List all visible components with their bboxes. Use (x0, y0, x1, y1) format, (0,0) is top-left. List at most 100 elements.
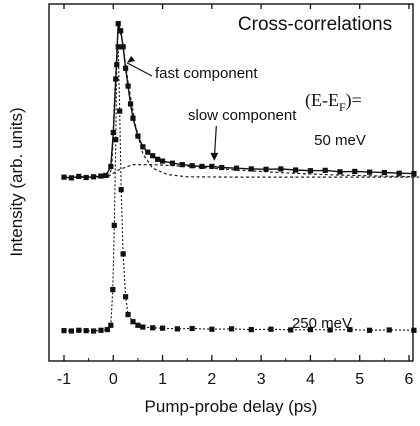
legend-heading: (E-EF)= (305, 90, 362, 114)
point-1-17 (125, 311, 131, 318)
point-1-7 (108, 322, 114, 328)
chart-title: Cross-correlations (238, 14, 392, 35)
point-0-34 (307, 168, 314, 174)
legend-heading-suffix: )= (346, 90, 362, 111)
point-1-2 (76, 327, 82, 333)
point-1-9 (111, 222, 117, 228)
legend-heading-main: (E-E (305, 90, 339, 111)
series-label-50mev: 50 meV (314, 132, 366, 149)
slow-component-arrowhead (210, 152, 219, 161)
point-1-13 (117, 108, 123, 114)
point-0-24 (179, 162, 185, 168)
point-0-23 (169, 160, 176, 166)
point-1-19 (135, 322, 141, 328)
point-1-22 (159, 325, 166, 331)
fast-component-arrow (126, 62, 153, 77)
point-0-36 (337, 169, 343, 175)
point-1-27 (248, 326, 254, 333)
legend-heading-sub: F (339, 100, 346, 114)
point-1-20 (140, 324, 146, 330)
point-1-10 (113, 137, 119, 143)
point-0-27 (209, 163, 215, 170)
point-0-20 (150, 153, 156, 159)
point-0-30 (248, 166, 254, 172)
y-axis-label: Intensity (arb. units) (7, 107, 26, 256)
point-0-29 (233, 165, 240, 171)
point-0-37 (352, 168, 358, 175)
point-1-32 (347, 326, 353, 333)
point-0-39 (381, 169, 387, 176)
point-1-14 (118, 187, 124, 193)
point-1-5 (98, 327, 104, 333)
point-0-15 (127, 101, 134, 107)
point-1-0 (61, 328, 67, 334)
point-1-8 (110, 287, 116, 293)
point-0-11 (118, 28, 124, 34)
point-0-21 (155, 156, 161, 162)
annotation-fast-component: fast component (155, 65, 258, 82)
point-0-14 (125, 83, 131, 89)
point-0-16 (130, 115, 136, 121)
point-1-30 (307, 326, 314, 333)
point-0-33 (293, 167, 299, 173)
point-1-4 (90, 328, 97, 334)
x-tick-label-3: 2 (207, 371, 216, 388)
point-0-35 (322, 167, 328, 173)
annotation-slow-component: slow component (188, 107, 297, 124)
point-0-25 (189, 163, 195, 169)
x-tick-label-5: 4 (306, 371, 315, 388)
x-tick-label-1: 0 (109, 371, 118, 388)
point-0-6 (103, 172, 109, 178)
point-1-18 (130, 319, 136, 325)
point-0-19 (145, 149, 151, 155)
point-1-23 (174, 326, 180, 332)
point-1-25 (209, 326, 215, 332)
point-1-35 (411, 327, 417, 333)
point-0-28 (219, 164, 225, 171)
point-0-1 (68, 175, 74, 181)
point-0-26 (199, 163, 205, 170)
point-0-18 (140, 144, 146, 150)
point-1-24 (189, 325, 195, 332)
point-1-26 (228, 326, 235, 332)
data-marks (61, 21, 417, 334)
point-0-4 (90, 174, 97, 180)
x-axis-label: Pump-probe delay (ps) (145, 397, 318, 416)
slow-component-fit (63, 164, 419, 178)
point-0-38 (366, 169, 373, 175)
point-0-5 (98, 173, 104, 179)
point-1-29 (288, 327, 294, 333)
point-1-31 (327, 327, 333, 333)
point-0-13 (123, 65, 129, 71)
point-1-1 (68, 328, 74, 334)
x-tick-label-6: 5 (355, 371, 364, 388)
point-0-3 (83, 174, 89, 181)
point-0-12 (120, 44, 126, 50)
x-tick-label-2: 1 (158, 371, 167, 388)
x-tick-label-7: 6 (405, 371, 414, 388)
point-0-31 (263, 166, 269, 172)
series-label-250mev: 250 meV (292, 315, 352, 332)
point-0-40 (396, 170, 402, 176)
point-0-10 (115, 21, 121, 27)
x-tick-label-4: 3 (257, 371, 266, 388)
point-0-41 (411, 170, 417, 177)
point-0-7 (108, 163, 114, 170)
point-0-0 (61, 174, 67, 180)
series-line-1 (63, 46, 414, 332)
point-0-9 (113, 76, 119, 82)
point-1-11 (114, 62, 120, 68)
point-0-32 (278, 166, 284, 172)
x-axis-ticks: -1 0 1 2 3 4 5 6 (57, 4, 414, 388)
point-1-15 (120, 251, 126, 257)
point-1-6 (104, 326, 110, 333)
point-0-8 (110, 129, 116, 136)
point-0-2 (76, 173, 82, 180)
point-1-33 (366, 327, 373, 333)
point-1-21 (150, 325, 156, 331)
point-1-12 (115, 44, 121, 50)
fast-component-arrowhead (127, 55, 136, 63)
point-0-17 (135, 133, 141, 139)
point-1-28 (268, 326, 274, 332)
